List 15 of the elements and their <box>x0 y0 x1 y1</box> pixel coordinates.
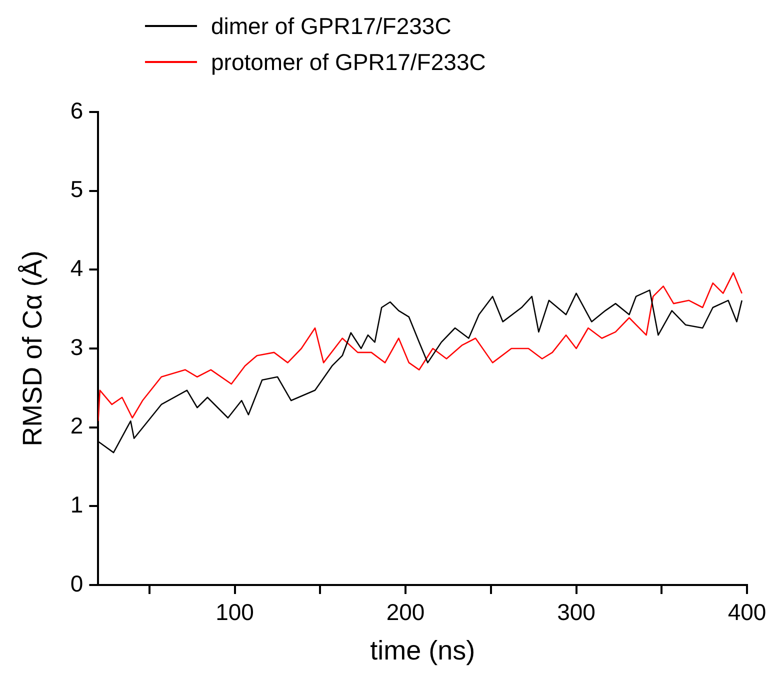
legend-label: dimer of GPR17/F233C <box>211 12 452 41</box>
y-tick-label: 5 <box>70 176 84 202</box>
y-tick-label: 0 <box>70 570 84 596</box>
y-axis-title: RMSD of Cα (Å) <box>18 250 48 446</box>
y-tick-label: 4 <box>70 255 84 282</box>
x-tick-label: 300 <box>557 599 596 626</box>
legend-label: protomer of GPR17/F233C <box>211 48 486 77</box>
x-tick-label: 400 <box>728 599 766 626</box>
x-tick-label: 200 <box>386 599 425 626</box>
x-tick-label: 100 <box>216 599 254 626</box>
y-tick-label: 6 <box>70 97 84 124</box>
y-tick-label: 1 <box>70 492 84 518</box>
y-tick-label: 2 <box>70 412 84 439</box>
y-tick-label: 3 <box>70 334 84 360</box>
x-axis-title: time (ns) <box>370 635 476 666</box>
